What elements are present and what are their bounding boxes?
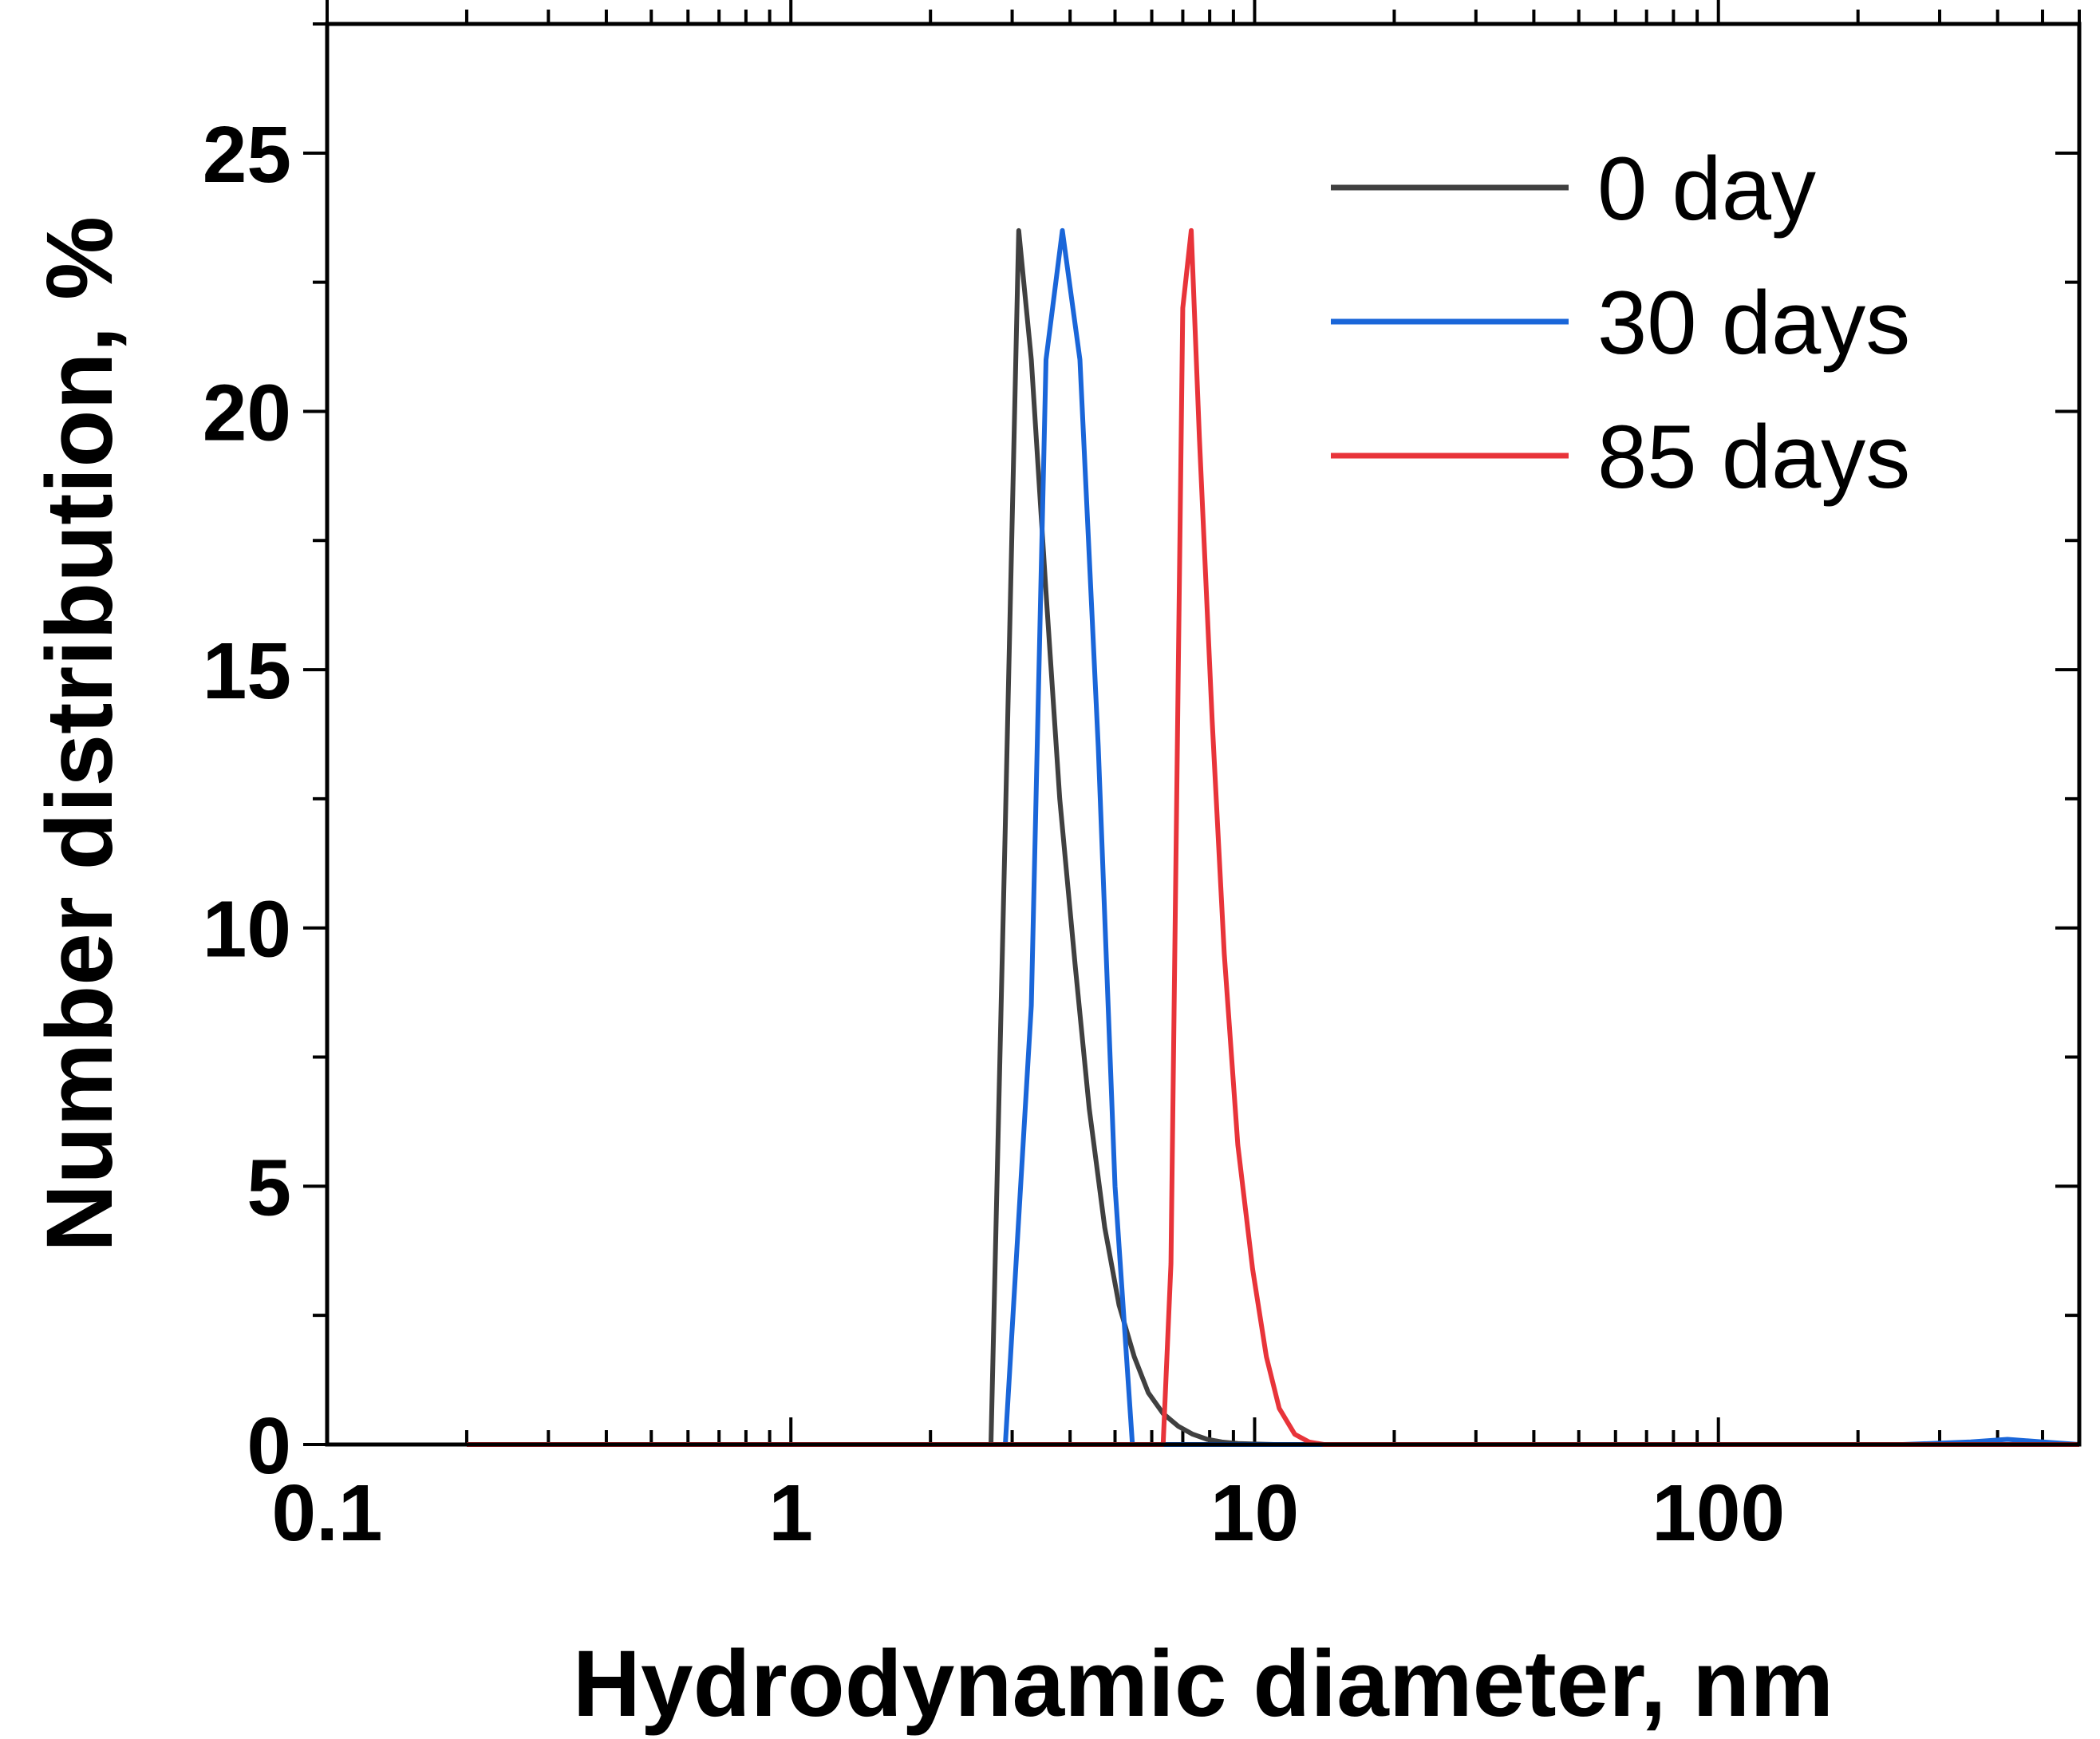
x-tick-label: 1 bbox=[768, 1468, 813, 1558]
plot-area bbox=[327, 24, 2079, 1445]
x-tick-label: 10 bbox=[1210, 1468, 1299, 1558]
legend-label: 85 days bbox=[1597, 407, 1910, 507]
x-axis-title: Hydrodynamic diameter, nm bbox=[573, 1631, 1834, 1737]
legend-label: 30 days bbox=[1597, 273, 1910, 373]
y-tick-label: 15 bbox=[203, 626, 291, 716]
y-axis-ticks: 0 5 10 15 20 25 bbox=[203, 22, 2079, 1491]
x-tick-label: 100 bbox=[1652, 1468, 1785, 1558]
series-line-30-days bbox=[467, 227, 2080, 1447]
y-axis-title: Number distribution, % bbox=[27, 216, 132, 1252]
x-axis-ticks: 0.1 1 10 100 bbox=[271, 0, 2081, 1558]
x-tick-label: 0.1 bbox=[271, 1468, 382, 1558]
legend: 0 day 30 days 85 days bbox=[1331, 139, 1910, 507]
y-tick-label: 5 bbox=[247, 1143, 291, 1232]
y-tick-label: 0 bbox=[247, 1401, 291, 1491]
y-tick-label: 20 bbox=[203, 368, 291, 457]
legend-label: 0 day bbox=[1597, 139, 1816, 239]
y-tick-label: 10 bbox=[203, 885, 291, 974]
y-tick-label: 25 bbox=[203, 110, 291, 200]
plot-frame bbox=[325, 22, 2082, 1447]
